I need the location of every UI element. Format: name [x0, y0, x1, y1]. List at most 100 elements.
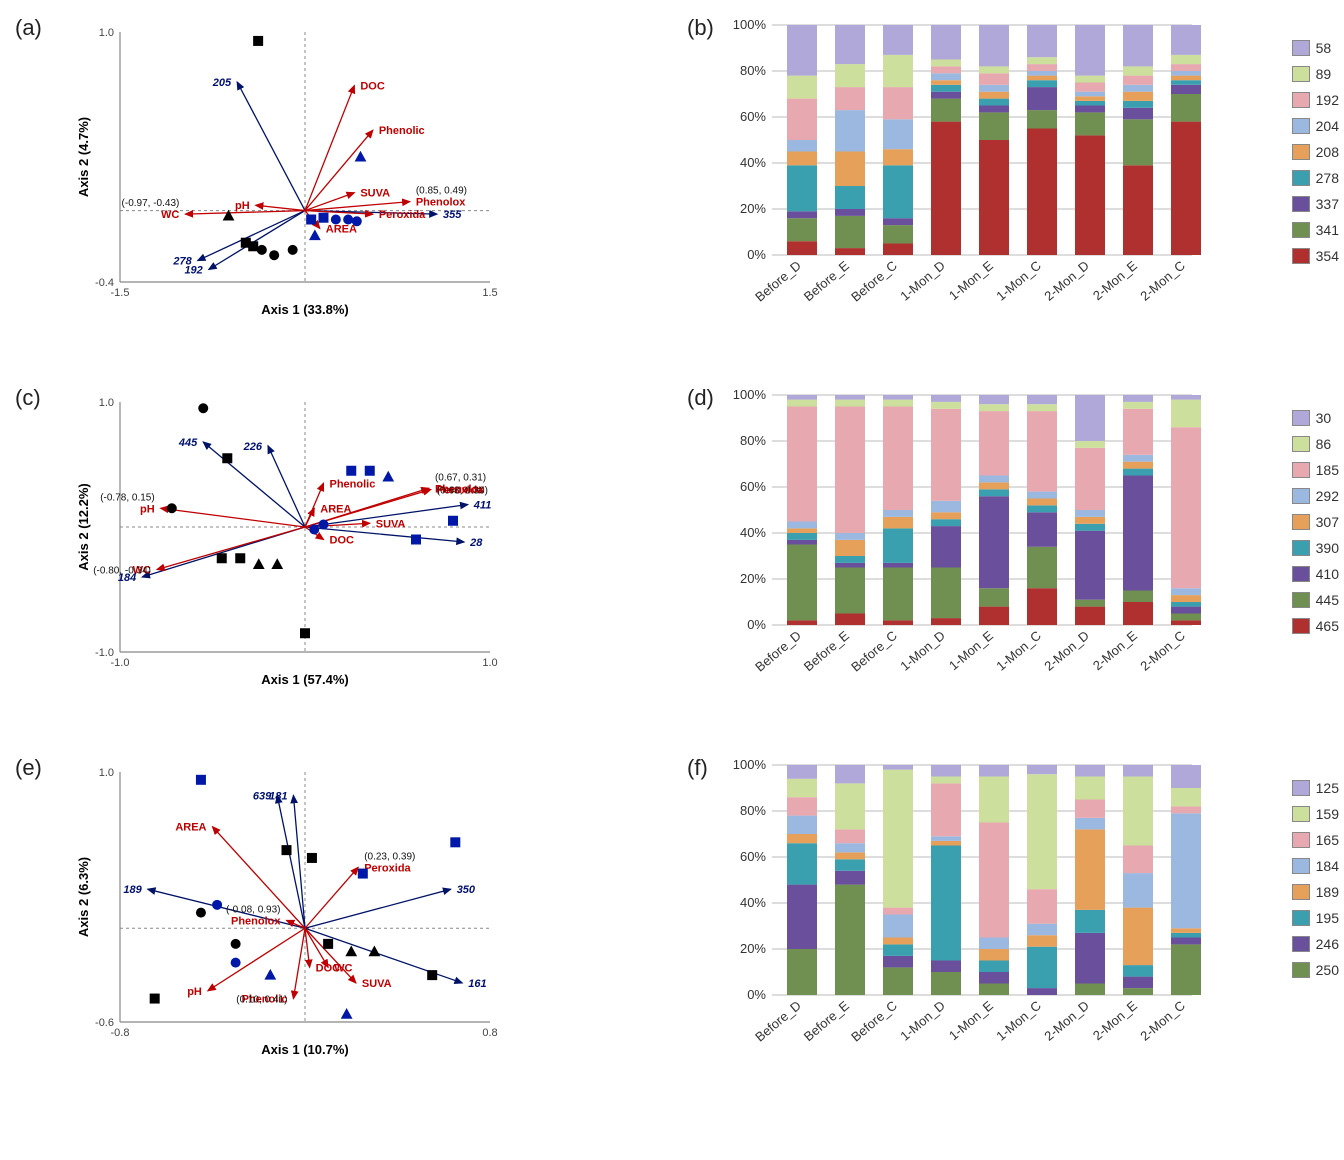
svg-text:(-0.97, -0.43): (-0.97, -0.43) [122, 198, 180, 209]
svg-text:60%: 60% [740, 849, 766, 864]
legend-item: 465 [1292, 613, 1339, 639]
legend-key: 204 [1316, 118, 1339, 134]
svg-text:SUVA: SUVA [376, 518, 406, 530]
svg-text:-0.6: -0.6 [95, 1017, 114, 1029]
legend-item: 354 [1292, 243, 1339, 269]
legend-key: 195 [1316, 910, 1339, 926]
legend-swatch [1292, 832, 1310, 848]
svg-text:1.0: 1.0 [99, 767, 114, 779]
svg-text:(-0.08, 0.93): (-0.08, 0.93) [226, 904, 280, 915]
svg-text:2-Mon_E: 2-Mon_E [1090, 628, 1140, 674]
svg-text:Axis 1 (57.4%): Axis 1 (57.4%) [261, 672, 348, 687]
legend-key: 185 [1316, 462, 1339, 478]
svg-text:411: 411 [473, 500, 492, 512]
legend-item: 410 [1292, 561, 1339, 587]
panel-e-label: (e) [15, 755, 42, 781]
svg-text:161: 161 [468, 978, 486, 990]
svg-text:Before_D: Before_D [752, 998, 804, 1045]
svg-text:0.8: 0.8 [482, 1027, 497, 1039]
svg-text:100%: 100% [733, 390, 767, 402]
legend-swatch [1292, 436, 1310, 452]
svg-text:60%: 60% [740, 479, 766, 494]
svg-text:205: 205 [212, 77, 232, 89]
legend-swatch [1292, 118, 1310, 134]
legend-swatch [1292, 92, 1310, 108]
legend-swatch [1292, 884, 1310, 900]
svg-text:Before_D: Before_D [752, 258, 804, 305]
legend-swatch [1292, 514, 1310, 530]
panel-a: (a) -1.51.5-0.41.0Axis 1 (33.8%)Axis 2 (… [10, 10, 672, 370]
legend-key: 292 [1316, 488, 1339, 504]
svg-text:2-Mon_E: 2-Mon_E [1090, 998, 1140, 1044]
legend-key: 465 [1316, 618, 1339, 634]
legend-key: 165 [1316, 832, 1339, 848]
legend-key: 189 [1316, 884, 1339, 900]
svg-text:350: 350 [457, 884, 476, 896]
svg-text:1.0: 1.0 [482, 657, 497, 669]
svg-text:(0.68, 0.30): (0.68, 0.30) [437, 486, 488, 497]
legend-item: 165 [1292, 827, 1339, 853]
panel-c-label: (c) [15, 385, 41, 411]
legend-swatch [1292, 170, 1310, 186]
panel-c: (c) -1.01.0-1.01.0Axis 1 (57.4%)Axis 2 (… [10, 380, 672, 740]
svg-text:0%: 0% [747, 987, 766, 1002]
legend-swatch [1292, 806, 1310, 822]
svg-text:1-Mon_C: 1-Mon_C [993, 998, 1044, 1044]
svg-text:1.0: 1.0 [99, 27, 114, 39]
svg-text:2-Mon_C: 2-Mon_C [1137, 628, 1188, 674]
legend-swatch [1292, 410, 1310, 426]
legend-item: 86 [1292, 431, 1339, 457]
svg-text:SUVA: SUVA [360, 188, 390, 200]
svg-text:Before_E: Before_E [801, 628, 852, 675]
svg-text:40%: 40% [740, 895, 766, 910]
legend-d: 3086185292307390410445465 [1292, 405, 1339, 639]
svg-text:1-Mon_D: 1-Mon_D [897, 998, 948, 1044]
svg-text:445: 445 [178, 437, 198, 449]
svg-text:Phenolic: Phenolic [379, 125, 425, 137]
svg-text:2-Mon_D: 2-Mon_D [1041, 998, 1092, 1044]
legend-key: 445 [1316, 592, 1339, 608]
legend-swatch [1292, 936, 1310, 952]
svg-text:1-Mon_E: 1-Mon_E [946, 628, 996, 674]
legend-key: 341 [1316, 222, 1339, 238]
biplot-c: -1.01.0-1.01.0Axis 1 (57.4%)Axis 2 (12.2… [70, 390, 500, 690]
svg-text:2-Mon_C: 2-Mon_C [1137, 998, 1188, 1044]
legend-key: 58 [1316, 40, 1332, 56]
legend-swatch [1292, 222, 1310, 238]
svg-text:1-Mon_E: 1-Mon_E [946, 258, 996, 304]
legend-swatch [1292, 248, 1310, 264]
legend-key: 208 [1316, 144, 1339, 160]
svg-text:(0.67, 0.31): (0.67, 0.31) [435, 472, 486, 483]
svg-text:1-Mon_C: 1-Mon_C [993, 258, 1044, 304]
legend-item: 246 [1292, 931, 1339, 957]
legend-item: 250 [1292, 957, 1339, 983]
legend-item: 189 [1292, 879, 1339, 905]
legend-swatch [1292, 66, 1310, 82]
svg-text:(-0.78, 0.15): (-0.78, 0.15) [100, 492, 154, 503]
svg-text:20%: 20% [740, 201, 766, 216]
legend-key: 278 [1316, 170, 1339, 186]
legend-swatch [1292, 618, 1310, 634]
svg-text:Peroxida: Peroxida [379, 209, 426, 221]
svg-text:28: 28 [469, 537, 483, 549]
svg-text:AREA: AREA [326, 223, 357, 235]
legend-item: 30 [1292, 405, 1339, 431]
legend-key: 125 [1316, 780, 1339, 796]
legend-swatch [1292, 592, 1310, 608]
legend-key: 159 [1316, 806, 1339, 822]
svg-text:Axis 1 (33.8%): Axis 1 (33.8%) [261, 302, 348, 317]
legend-key: 86 [1316, 436, 1332, 452]
legend-key: 390 [1316, 540, 1339, 556]
legend-item: 125 [1292, 775, 1339, 801]
svg-text:Axis 2 (12.2%): Axis 2 (12.2%) [76, 483, 91, 570]
barchart-b: 0%20%40%60%80%100%Before_DBefore_EBefore… [722, 20, 1202, 330]
legend-swatch [1292, 910, 1310, 926]
legend-swatch [1292, 144, 1310, 160]
svg-text:pH: pH [235, 200, 250, 212]
svg-text:189: 189 [123, 884, 142, 896]
svg-text:Before_C: Before_C [848, 258, 900, 305]
svg-text:Before_E: Before_E [801, 998, 852, 1045]
legend-b: 5889192204208278337341354 [1292, 35, 1339, 269]
legend-item: 195 [1292, 905, 1339, 931]
legend-item: 185 [1292, 457, 1339, 483]
